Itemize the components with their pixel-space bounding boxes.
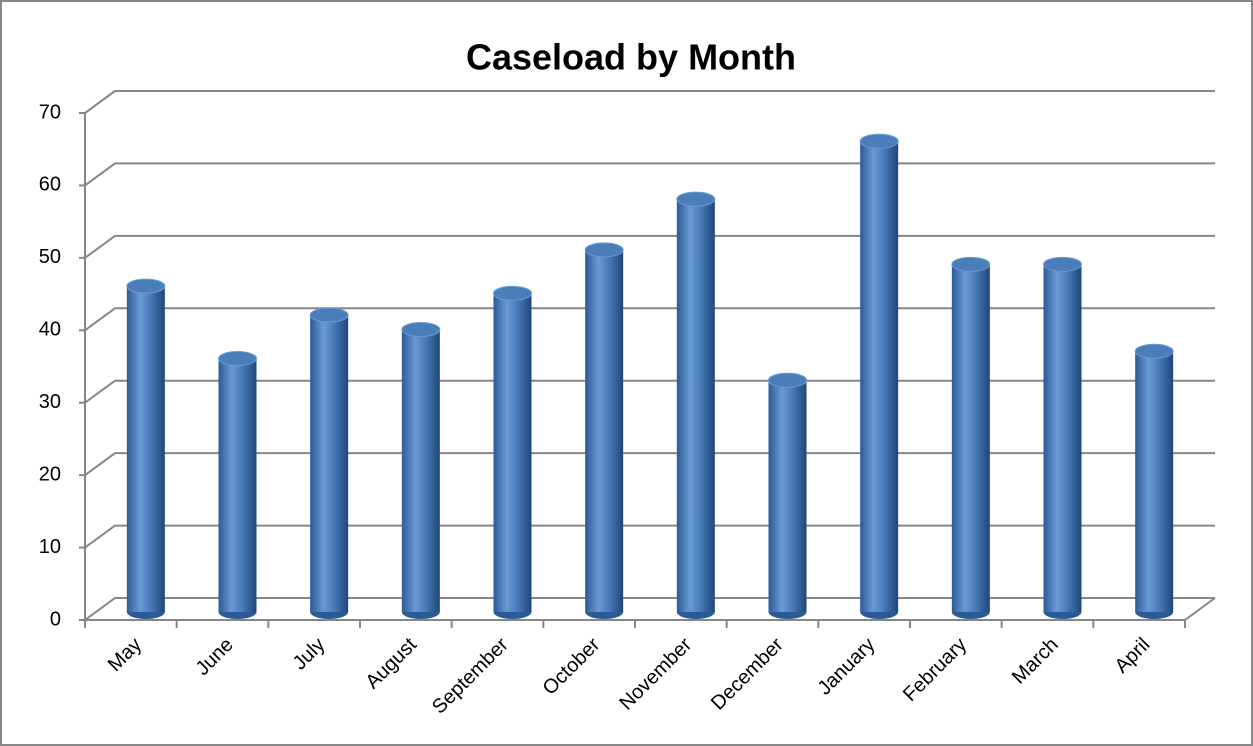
grid-line [84, 524, 1215, 549]
bar-top [859, 133, 899, 149]
bar [218, 358, 257, 612]
grid-line [84, 90, 1215, 114]
bar [951, 264, 990, 612]
grid-line [84, 162, 1215, 187]
bar-top [401, 322, 441, 338]
bar-top [768, 372, 807, 388]
bar [676, 199, 715, 612]
grid-line [84, 234, 1215, 259]
bar [126, 286, 165, 612]
bar [493, 293, 532, 612]
bar-top [309, 307, 349, 323]
y-tick-label: 60 [39, 174, 61, 196]
bar-top [218, 351, 257, 366]
bar [768, 380, 807, 612]
y-tick-label: 50 [39, 246, 61, 268]
bar [1043, 264, 1082, 612]
y-tick-label: 0 [50, 608, 61, 630]
grid-line [84, 452, 1215, 476]
bar [310, 315, 349, 612]
bar [401, 329, 440, 612]
bar [1135, 351, 1174, 612]
y-tick-label: 40 [39, 319, 61, 341]
bar-top [1134, 343, 1174, 359]
chart-title: Caseload by Month [466, 37, 796, 78]
grid-line [84, 597, 1215, 621]
bar-top [951, 256, 991, 272]
bar-top [676, 191, 716, 207]
bar [860, 141, 899, 612]
bar-top [126, 278, 166, 294]
bar-top [1043, 256, 1082, 272]
grid-line [84, 379, 1215, 404]
y-tick-label: 30 [39, 391, 61, 413]
bar-top [584, 242, 624, 258]
bar [585, 249, 624, 612]
grid-line [84, 307, 1215, 332]
y-tick-label: 20 [39, 463, 61, 485]
y-tick-label: 10 [39, 536, 61, 558]
y-tick-label: 70 [39, 101, 61, 123]
bar-top [493, 285, 532, 301]
